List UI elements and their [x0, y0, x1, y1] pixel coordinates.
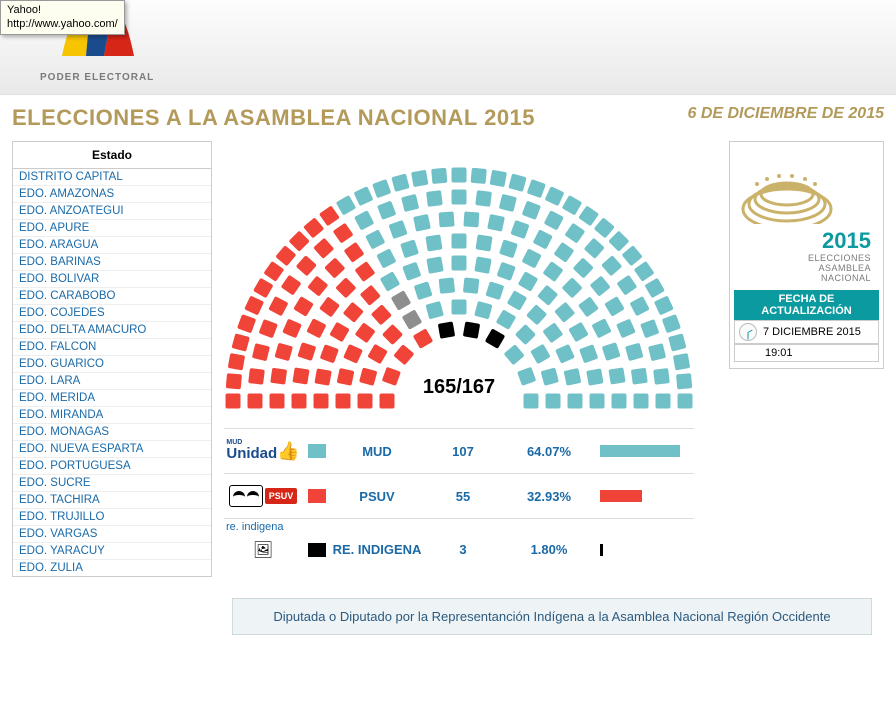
panel-year: 2015 [734, 228, 879, 254]
indigena-swatch [308, 543, 326, 557]
broken-image-icon: 🖼 [253, 540, 273, 560]
footer-note: Diputada o Diputado por la Representanci… [232, 598, 872, 635]
tooltip-title: Yahoo! [7, 4, 41, 16]
mud-swatch [308, 444, 326, 458]
top-bar: Yahoo! http://www.yahoo.com/ PODER ELECT… [0, 0, 896, 95]
assembly-logo-icon [737, 154, 877, 224]
page-title: ELECCIONES A LA ASAMBLEA NACIONAL 2015 [12, 105, 535, 131]
link-tooltip: Yahoo! http://www.yahoo.com/ [0, 0, 125, 35]
update-header: FECHA DE ACTUALIZACIÓN [734, 290, 879, 320]
indigena-logo: 🖼 [224, 532, 302, 568]
clock-icon [739, 323, 757, 341]
state-link[interactable]: EDO. BOLIVAR [13, 270, 211, 287]
indigena-pct: 1.80% [504, 542, 594, 557]
update-date: 7 DICIEMBRE 2015 [763, 326, 861, 338]
hemicycle-chart: 165/167 [224, 141, 694, 416]
state-link[interactable]: EDO. APURE [13, 219, 211, 236]
results-table: MUDUnidad👍 MUD 107 64.07% PSUV PSUV 55 3… [224, 428, 694, 580]
indigena-name: RE. INDIGENA [332, 542, 422, 557]
indigena-bar [600, 544, 603, 556]
update-time-row: 19:01 [734, 344, 879, 362]
state-link[interactable]: EDO. BARINAS [13, 253, 211, 270]
mud-name: MUD [332, 444, 422, 459]
state-link[interactable]: EDO. GUARICO [13, 355, 211, 372]
state-link[interactable]: EDO. MONAGAS [13, 423, 211, 440]
state-link[interactable]: EDO. AMAZONAS [13, 185, 211, 202]
state-link[interactable]: EDO. MERIDA [13, 389, 211, 406]
result-row-mud: MUDUnidad👍 MUD 107 64.07% [224, 428, 694, 473]
seat-count-label: 165/167 [224, 376, 694, 399]
psuv-logo: PSUV [224, 478, 302, 514]
result-row-indigena: re. indigena 🖼 RE. INDIGENA 3 1.80% [224, 518, 694, 580]
update-time: 19:01 [765, 347, 793, 359]
psuv-name: PSUV [332, 489, 422, 504]
state-link[interactable]: EDO. MIRANDA [13, 406, 211, 423]
state-link[interactable]: EDO. PORTUGUESA [13, 457, 211, 474]
state-link[interactable]: EDO. ANZOATEGUI [13, 202, 211, 219]
mud-seats: 107 [428, 444, 498, 459]
mud-pct: 64.07% [504, 444, 594, 459]
state-link[interactable]: EDO. VARGAS [13, 525, 211, 542]
indigena-small-label: re. indigena [226, 521, 284, 533]
logo-text: PODER ELECTORAL [40, 72, 154, 83]
state-link[interactable]: EDO. TACHIRA [13, 491, 211, 508]
tooltip-url: http://www.yahoo.com/ [7, 18, 118, 30]
states-list: DISTRITO CAPITALEDO. AMAZONASEDO. ANZOAT… [13, 169, 211, 576]
state-link[interactable]: EDO. YARACUY [13, 542, 211, 559]
panel-sub3: NACIONAL [734, 274, 879, 284]
state-link[interactable]: EDO. NUEVA ESPARTA [13, 440, 211, 457]
state-link[interactable]: DISTRITO CAPITAL [13, 169, 211, 185]
psuv-swatch [308, 489, 326, 503]
mud-logo: MUDUnidad👍 [224, 433, 302, 469]
update-date-row: 7 DICIEMBRE 2015 [734, 320, 879, 344]
state-link[interactable]: EDO. DELTA AMACURO [13, 321, 211, 338]
header-row: ELECCIONES A LA ASAMBLEA NACIONAL 2015 6… [0, 95, 896, 137]
election-date: 6 DE DICIEMBRE DE 2015 [687, 105, 884, 123]
info-panel: 2015 ELECCIONES ASAMBLEA NACIONAL FECHA … [729, 141, 884, 369]
psuv-pct: 32.93% [504, 489, 594, 504]
state-link[interactable]: EDO. ZULIA [13, 559, 211, 576]
state-link[interactable]: EDO. COJEDES [13, 304, 211, 321]
center-column: 165/167 MUDUnidad👍 MUD 107 64.07% PSUV [224, 141, 717, 580]
psuv-bar [600, 490, 642, 502]
states-header: Estado [13, 142, 211, 169]
psuv-seats: 55 [428, 489, 498, 504]
indigena-seats: 3 [428, 542, 498, 557]
state-link[interactable]: EDO. FALCON [13, 338, 211, 355]
states-panel: Estado DISTRITO CAPITALEDO. AMAZONASEDO.… [12, 141, 212, 577]
mud-bar [600, 445, 680, 457]
state-link[interactable]: EDO. SUCRE [13, 474, 211, 491]
state-link[interactable]: EDO. CARABOBO [13, 287, 211, 304]
state-link[interactable]: EDO. TRUJILLO [13, 508, 211, 525]
result-row-psuv: PSUV PSUV 55 32.93% [224, 473, 694, 518]
state-link[interactable]: EDO. LARA [13, 372, 211, 389]
state-link[interactable]: EDO. ARAGUA [13, 236, 211, 253]
